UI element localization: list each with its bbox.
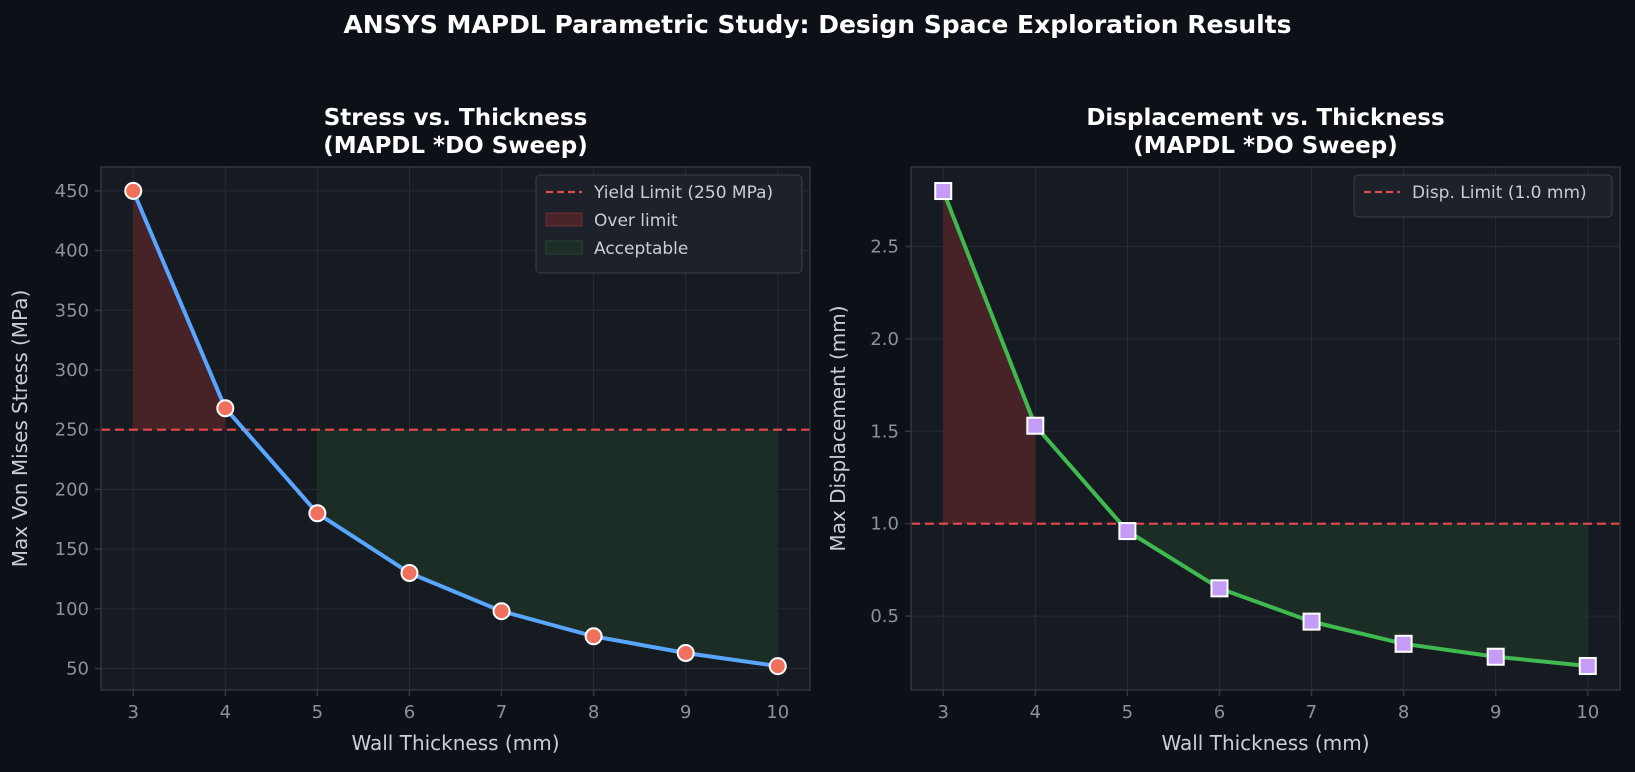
x-tick-label: 4 — [1030, 702, 1041, 723]
data-point — [1578, 656, 1597, 675]
x-tick-label: 6 — [1214, 702, 1225, 723]
legend-box — [535, 174, 803, 274]
x-tick-label: 8 — [588, 702, 599, 723]
data-point — [492, 602, 511, 621]
y-tick-label: 250 — [55, 420, 89, 441]
panel-title-line-2: (MAPDL *DO Sweep) — [323, 133, 587, 159]
legend-label: Over limit — [594, 211, 678, 231]
chart-panel-2: 3 4 5 6 7 8 9 10 0.5 1.0 1.5 2.0 2.5 Wall Thickness (… — [826, 105, 1621, 755]
x-tick-label: 6 — [404, 702, 415, 723]
data-point — [1210, 579, 1229, 598]
x-tick-label: 9 — [680, 702, 691, 723]
y-tick-label: 450 — [55, 181, 89, 202]
axes-frame — [100, 166, 811, 691]
data-point — [768, 657, 787, 676]
panel-title-line-1: Stress vs. Thickness — [324, 105, 588, 131]
data-point — [308, 504, 327, 523]
x-tick-label: 7 — [1306, 702, 1317, 723]
y-tick-label: 50 — [66, 659, 89, 680]
figure-title: ANSYS MAPDL Parametric Study: Design Spa… — [343, 10, 1292, 39]
panel-title-line-2: (MAPDL *DO Sweep) — [1133, 133, 1397, 159]
legend-label: Disp. Limit (1.0 mm) — [1412, 183, 1587, 203]
legend-label: Yield Limit (250 MPa) — [593, 183, 773, 203]
data-point — [124, 181, 143, 200]
legend-swatch-ok — [545, 240, 583, 255]
y-tick-label: 400 — [55, 241, 89, 262]
x-tick-label: 3 — [128, 702, 139, 723]
over-limit-region — [133, 190, 226, 430]
y-tick-label: 300 — [55, 360, 89, 381]
y-tick-label: 2.5 — [870, 236, 899, 257]
data-point — [400, 563, 419, 582]
x-tick-label: 10 — [766, 702, 789, 723]
over-limit-region — [943, 191, 1036, 524]
legend-swatch-over — [545, 212, 583, 227]
y-tick-label: 150 — [55, 539, 89, 560]
series-line — [941, 190, 1588, 668]
x-tick-label: 4 — [220, 702, 231, 723]
acceptable-region — [1127, 523, 1588, 666]
y-tick-label: 0.5 — [870, 606, 899, 627]
panel-title-line-1: Displacement vs. Thickness — [1086, 105, 1444, 131]
x-axis-label: Wall Thickness (mm) — [1162, 731, 1370, 755]
legend: Yield Limit (250 MPa) Over limit Acceptabl… — [535, 174, 803, 274]
x-tick-label: 5 — [1122, 702, 1133, 723]
x-tick-label: 10 — [1576, 702, 1599, 723]
legend-box — [1353, 174, 1613, 218]
data-point — [676, 643, 695, 662]
legend-label: Acceptable — [594, 239, 688, 259]
data-point — [584, 627, 603, 646]
y-tick-label: 200 — [55, 479, 89, 500]
legend: Disp. Limit (1.0 mm) — [1353, 174, 1613, 218]
x-tick-label: 3 — [938, 702, 949, 723]
y-axis-label: Max Displacement (mm) — [826, 305, 850, 551]
x-axis-label: Wall Thickness (mm) — [352, 731, 560, 755]
x-tick-label: 7 — [496, 702, 507, 723]
axes-frame — [910, 166, 1621, 691]
data-point — [216, 399, 235, 418]
x-tick-label: 5 — [312, 702, 323, 723]
data-point — [1302, 612, 1321, 631]
y-tick-label: 1.5 — [870, 421, 899, 442]
acceptable-region — [317, 429, 778, 667]
series-line — [131, 190, 779, 669]
data-point — [1026, 416, 1045, 435]
data-point — [1486, 647, 1505, 666]
chart-panel-1: 3 4 5 6 7 8 9 10 50 100 150 200 250 300 350 400 450 Wall … — [8, 105, 811, 755]
data-point — [1394, 634, 1413, 653]
y-tick-label: 350 — [55, 300, 89, 321]
data-point — [1118, 522, 1137, 541]
y-tick-label: 100 — [55, 599, 89, 620]
y-tick-label: 2.0 — [870, 329, 899, 350]
x-tick-label: 8 — [1398, 702, 1409, 723]
x-tick-label: 9 — [1490, 702, 1501, 723]
y-tick-label: 1.0 — [870, 514, 899, 535]
data-point — [934, 182, 953, 201]
y-axis-label: Max Von Mises Stress (MPa) — [8, 290, 32, 568]
